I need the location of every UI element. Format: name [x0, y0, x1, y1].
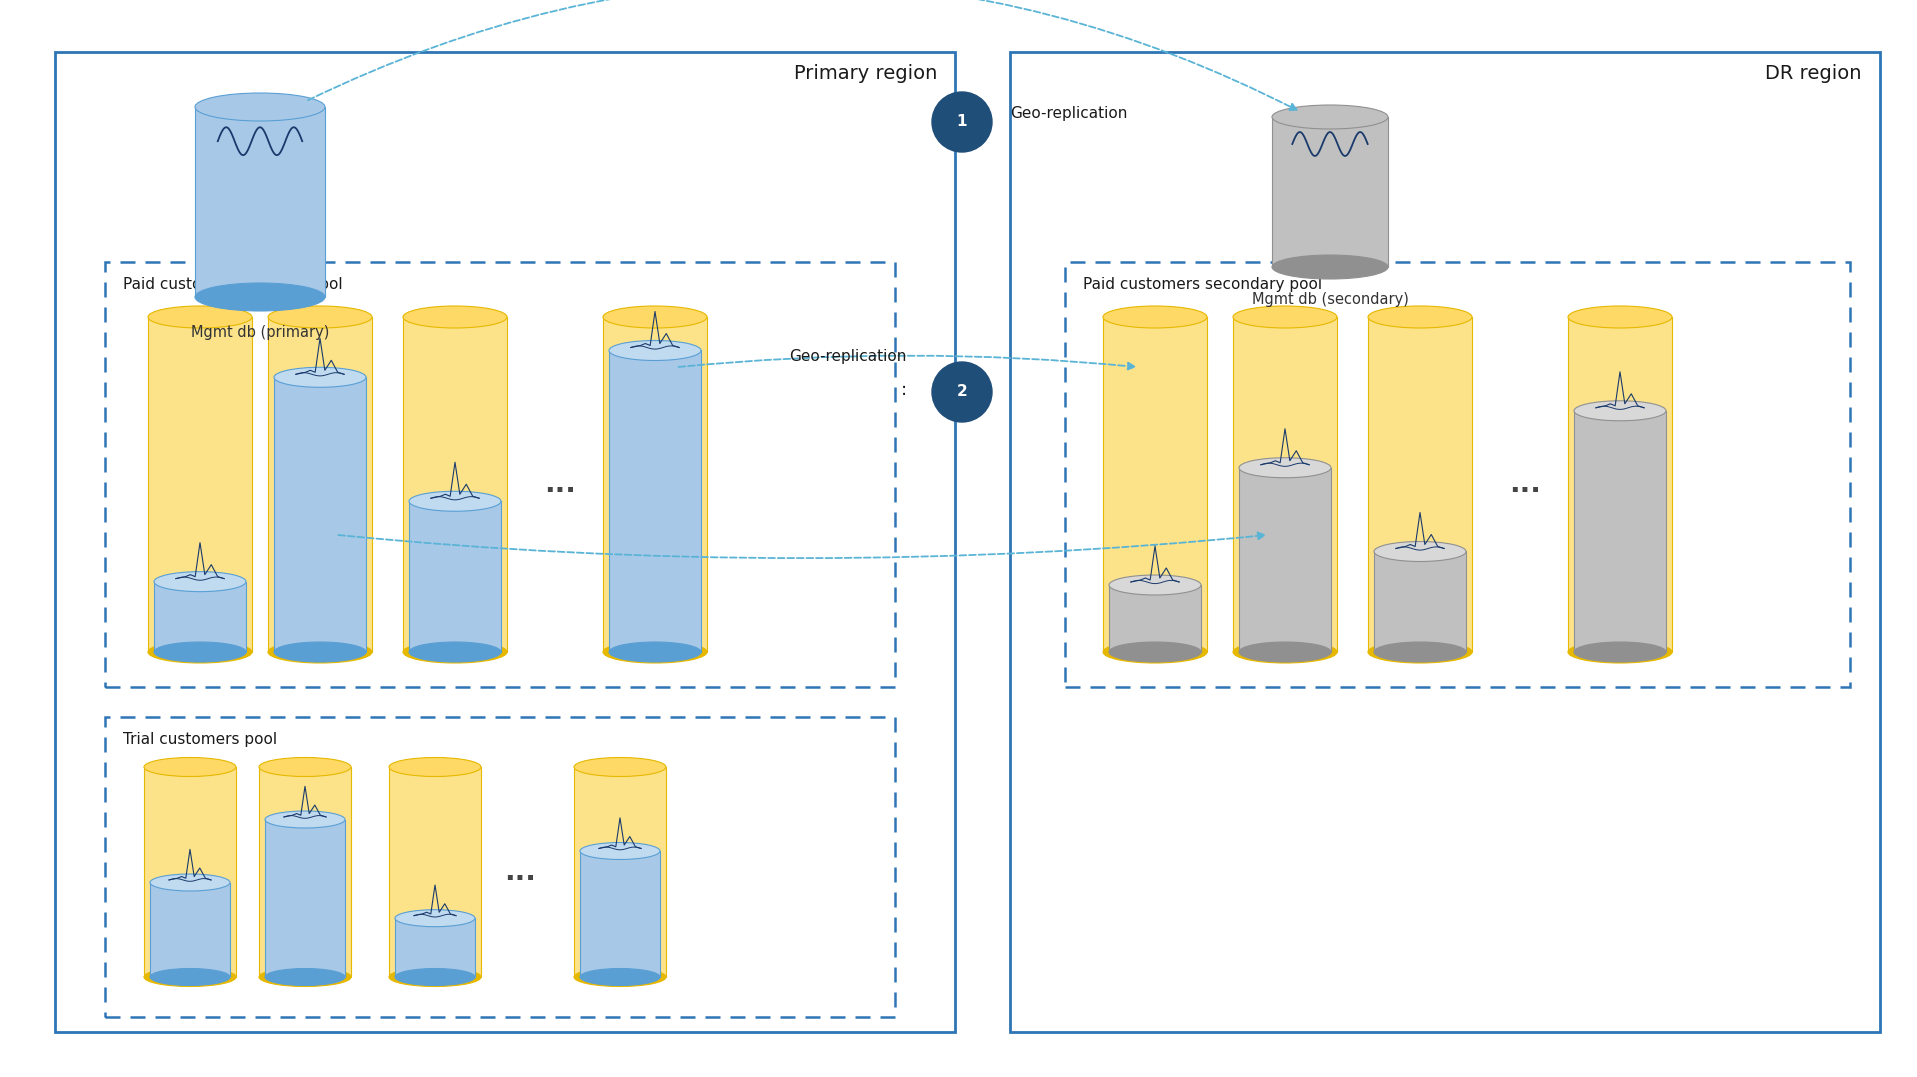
- Ellipse shape: [153, 572, 245, 591]
- Polygon shape: [581, 851, 659, 977]
- Ellipse shape: [1273, 104, 1388, 129]
- Ellipse shape: [1102, 306, 1208, 328]
- Text: ...: ...: [504, 858, 537, 886]
- Ellipse shape: [259, 757, 351, 777]
- Polygon shape: [610, 350, 702, 652]
- Ellipse shape: [274, 367, 366, 388]
- Ellipse shape: [265, 811, 345, 828]
- Ellipse shape: [1369, 641, 1472, 663]
- Ellipse shape: [148, 306, 251, 328]
- Ellipse shape: [1369, 306, 1472, 328]
- Polygon shape: [1568, 317, 1672, 652]
- Text: Geo-replication: Geo-replication: [1010, 107, 1127, 122]
- Ellipse shape: [395, 968, 475, 985]
- Polygon shape: [403, 317, 506, 652]
- Text: ...: ...: [1509, 471, 1541, 499]
- Polygon shape: [1110, 585, 1200, 652]
- Ellipse shape: [581, 968, 659, 985]
- Ellipse shape: [268, 306, 372, 328]
- Circle shape: [932, 362, 991, 422]
- Polygon shape: [395, 919, 475, 977]
- Ellipse shape: [196, 93, 326, 121]
- Polygon shape: [604, 317, 707, 652]
- Ellipse shape: [1233, 306, 1336, 328]
- Text: Paid customers primary pool: Paid customers primary pool: [123, 277, 343, 292]
- Ellipse shape: [1110, 642, 1200, 662]
- Ellipse shape: [1102, 641, 1208, 663]
- Text: Mgmt db (primary): Mgmt db (primary): [192, 325, 330, 340]
- Text: 1: 1: [957, 114, 968, 129]
- Polygon shape: [150, 882, 230, 977]
- Ellipse shape: [144, 757, 236, 777]
- Text: Geo-replication: Geo-replication: [790, 350, 907, 364]
- Polygon shape: [153, 582, 245, 652]
- Polygon shape: [1238, 467, 1330, 652]
- Ellipse shape: [389, 967, 481, 987]
- Polygon shape: [1574, 410, 1666, 652]
- Ellipse shape: [389, 757, 481, 777]
- Text: Trial customers pool: Trial customers pool: [123, 732, 278, 747]
- Ellipse shape: [1273, 255, 1388, 279]
- Ellipse shape: [259, 967, 351, 987]
- Ellipse shape: [581, 842, 659, 859]
- Ellipse shape: [1110, 575, 1200, 595]
- Ellipse shape: [573, 967, 665, 987]
- Text: Primary region: Primary region: [794, 64, 937, 83]
- Ellipse shape: [610, 642, 702, 662]
- Text: DR region: DR region: [1766, 64, 1861, 83]
- Ellipse shape: [1233, 641, 1336, 663]
- Ellipse shape: [148, 641, 251, 663]
- Ellipse shape: [1374, 642, 1467, 662]
- Text: Mgmt db (secondary): Mgmt db (secondary): [1252, 292, 1409, 307]
- Ellipse shape: [150, 875, 230, 891]
- Polygon shape: [268, 317, 372, 652]
- Polygon shape: [259, 767, 351, 977]
- Ellipse shape: [604, 641, 707, 663]
- FancyArrowPatch shape: [309, 0, 1296, 110]
- Polygon shape: [389, 767, 481, 977]
- Ellipse shape: [265, 968, 345, 985]
- Polygon shape: [148, 317, 251, 652]
- Polygon shape: [573, 767, 665, 977]
- FancyArrowPatch shape: [679, 355, 1135, 369]
- Polygon shape: [196, 107, 326, 297]
- Polygon shape: [274, 377, 366, 652]
- Ellipse shape: [604, 306, 707, 328]
- Ellipse shape: [1568, 641, 1672, 663]
- Ellipse shape: [1238, 642, 1330, 662]
- Ellipse shape: [153, 642, 245, 662]
- Polygon shape: [144, 767, 236, 977]
- Ellipse shape: [573, 757, 665, 777]
- Ellipse shape: [403, 306, 506, 328]
- Ellipse shape: [610, 340, 702, 361]
- Ellipse shape: [408, 491, 500, 512]
- Text: Paid customers secondary pool: Paid customers secondary pool: [1083, 277, 1323, 292]
- Ellipse shape: [144, 967, 236, 987]
- Text: :: :: [901, 381, 907, 398]
- Ellipse shape: [268, 641, 372, 663]
- Ellipse shape: [1238, 458, 1330, 478]
- Polygon shape: [1374, 551, 1467, 652]
- Ellipse shape: [150, 968, 230, 985]
- Polygon shape: [408, 501, 500, 652]
- Ellipse shape: [274, 642, 366, 662]
- Ellipse shape: [196, 283, 326, 311]
- Polygon shape: [1369, 317, 1472, 652]
- Text: 2: 2: [957, 384, 968, 400]
- Ellipse shape: [1374, 542, 1467, 561]
- Text: ...: ...: [544, 471, 575, 499]
- Ellipse shape: [1574, 401, 1666, 421]
- Polygon shape: [265, 820, 345, 977]
- Ellipse shape: [395, 910, 475, 926]
- Polygon shape: [1273, 117, 1388, 267]
- Ellipse shape: [1574, 642, 1666, 662]
- Ellipse shape: [408, 642, 500, 662]
- Polygon shape: [1233, 317, 1336, 652]
- Polygon shape: [1102, 317, 1208, 652]
- Circle shape: [932, 92, 991, 152]
- FancyArrowPatch shape: [339, 532, 1265, 558]
- Ellipse shape: [403, 641, 506, 663]
- Ellipse shape: [1568, 306, 1672, 328]
